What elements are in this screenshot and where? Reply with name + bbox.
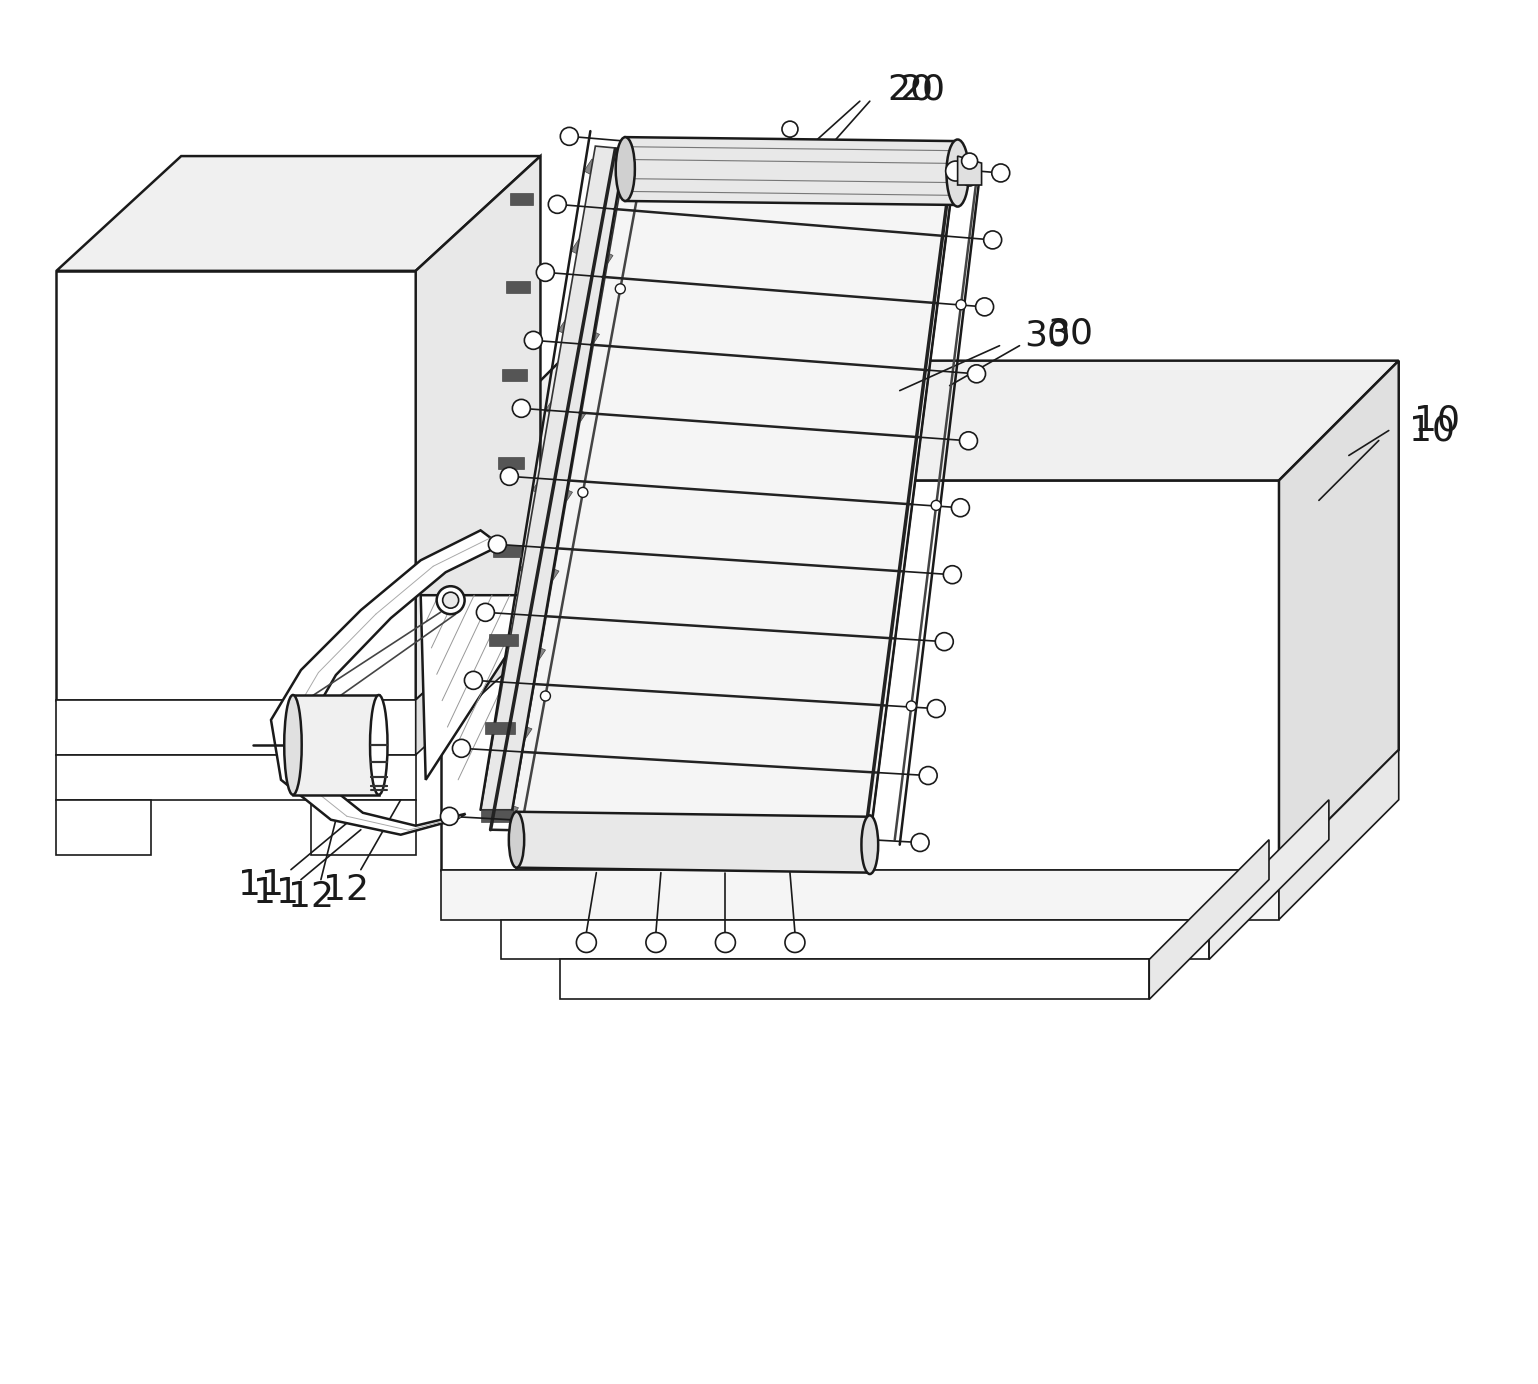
- Polygon shape: [415, 585, 540, 754]
- Polygon shape: [1280, 361, 1398, 869]
- Text: 10: 10: [1413, 404, 1460, 437]
- Polygon shape: [511, 194, 534, 205]
- Polygon shape: [415, 156, 540, 700]
- Polygon shape: [517, 812, 871, 873]
- Polygon shape: [441, 361, 1398, 480]
- Ellipse shape: [509, 812, 524, 868]
- Circle shape: [957, 300, 966, 310]
- Text: 10: 10: [1409, 414, 1455, 447]
- Polygon shape: [441, 480, 1280, 869]
- Polygon shape: [484, 721, 515, 734]
- Circle shape: [452, 739, 471, 757]
- Circle shape: [464, 671, 483, 689]
- Circle shape: [920, 767, 937, 785]
- Circle shape: [512, 400, 531, 418]
- Polygon shape: [506, 281, 531, 293]
- Circle shape: [952, 498, 969, 516]
- Polygon shape: [560, 959, 1149, 999]
- Polygon shape: [532, 479, 572, 504]
- Polygon shape: [1149, 840, 1269, 999]
- Polygon shape: [958, 156, 981, 185]
- Polygon shape: [494, 718, 532, 740]
- Circle shape: [961, 154, 978, 169]
- Polygon shape: [271, 530, 500, 835]
- Circle shape: [646, 933, 666, 952]
- Polygon shape: [292, 695, 378, 794]
- Polygon shape: [501, 370, 528, 381]
- Circle shape: [440, 807, 458, 825]
- Polygon shape: [544, 399, 586, 425]
- Polygon shape: [498, 457, 524, 469]
- Circle shape: [943, 566, 961, 584]
- Circle shape: [963, 172, 977, 185]
- Text: 30: 30: [1024, 318, 1070, 353]
- Polygon shape: [506, 638, 546, 662]
- Polygon shape: [57, 700, 415, 754]
- Circle shape: [910, 833, 929, 851]
- Text: 11: 11: [252, 876, 298, 909]
- Polygon shape: [500, 919, 1209, 959]
- Circle shape: [489, 536, 506, 554]
- Circle shape: [984, 231, 1001, 249]
- Circle shape: [906, 700, 917, 711]
- Polygon shape: [57, 800, 151, 855]
- Circle shape: [549, 195, 566, 213]
- Polygon shape: [480, 797, 518, 819]
- Ellipse shape: [615, 137, 635, 201]
- Circle shape: [960, 432, 978, 450]
- Polygon shape: [494, 545, 521, 558]
- Circle shape: [524, 331, 543, 349]
- Ellipse shape: [861, 815, 878, 875]
- Text: 20: 20: [900, 72, 946, 107]
- Polygon shape: [489, 634, 518, 645]
- Polygon shape: [584, 159, 626, 188]
- Ellipse shape: [443, 592, 458, 608]
- Circle shape: [946, 161, 966, 181]
- Ellipse shape: [285, 695, 301, 794]
- Circle shape: [975, 298, 994, 316]
- Circle shape: [477, 603, 494, 621]
- Ellipse shape: [371, 695, 388, 794]
- Polygon shape: [1209, 800, 1329, 959]
- Circle shape: [935, 632, 954, 650]
- Circle shape: [560, 127, 578, 145]
- Polygon shape: [441, 869, 1280, 919]
- Circle shape: [578, 487, 588, 497]
- Circle shape: [615, 284, 626, 293]
- Polygon shape: [558, 318, 600, 346]
- Polygon shape: [421, 595, 546, 779]
- Polygon shape: [311, 800, 415, 855]
- Text: 11: 11: [238, 868, 285, 901]
- Circle shape: [781, 122, 798, 137]
- Text: 20: 20: [887, 72, 934, 107]
- Polygon shape: [57, 271, 415, 700]
- Polygon shape: [480, 147, 628, 810]
- Text: 12: 12: [288, 880, 334, 913]
- Ellipse shape: [437, 587, 464, 614]
- Polygon shape: [520, 558, 558, 583]
- Text: 12: 12: [323, 872, 369, 907]
- Circle shape: [784, 933, 804, 952]
- Circle shape: [715, 933, 735, 952]
- Text: 30: 30: [1047, 317, 1094, 350]
- Polygon shape: [57, 754, 415, 800]
- Polygon shape: [506, 147, 955, 840]
- Circle shape: [577, 933, 597, 952]
- Polygon shape: [1280, 750, 1398, 919]
- Circle shape: [992, 163, 1010, 181]
- Circle shape: [537, 263, 554, 281]
- Circle shape: [930, 501, 941, 511]
- Circle shape: [540, 691, 551, 700]
- Circle shape: [500, 468, 518, 486]
- Circle shape: [927, 699, 946, 717]
- Ellipse shape: [946, 140, 969, 206]
- Polygon shape: [480, 810, 512, 822]
- Polygon shape: [626, 137, 958, 205]
- Polygon shape: [57, 156, 540, 271]
- Circle shape: [967, 365, 986, 383]
- Polygon shape: [571, 239, 614, 267]
